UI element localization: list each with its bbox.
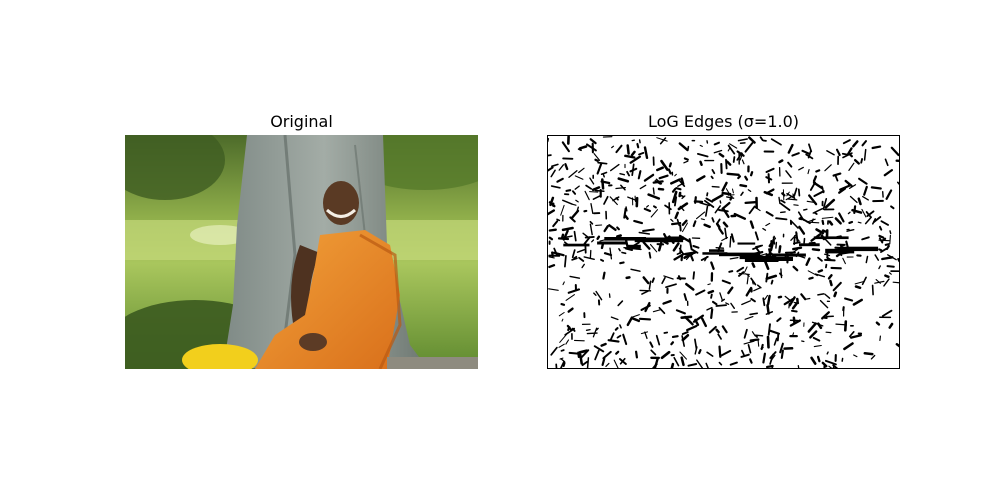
log-edges-image: [547, 135, 900, 369]
log-edges-title: LoG Edges (σ=1.0): [647, 112, 800, 131]
original-image: [125, 135, 478, 369]
original-title: Original: [270, 112, 333, 131]
